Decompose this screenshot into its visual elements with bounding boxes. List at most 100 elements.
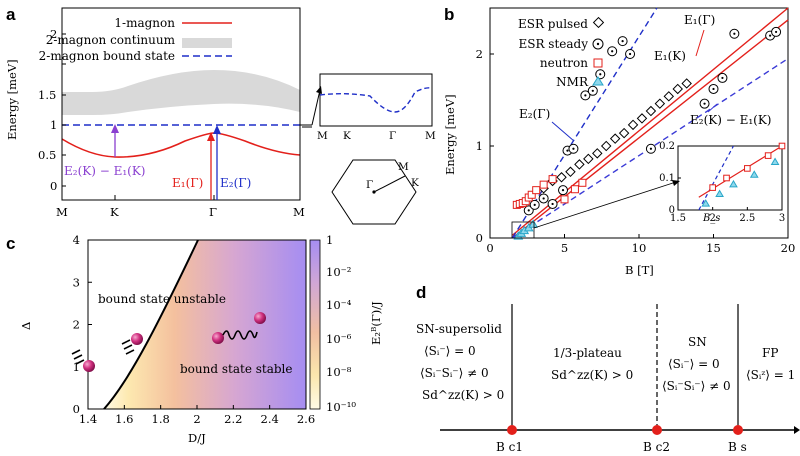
esr-steady-dot [561, 189, 565, 192]
inset-nmr-point [729, 179, 738, 188]
inset-nmr-point [770, 157, 780, 165]
legend-esr-pulsed: ESR pulsed [518, 17, 588, 31]
inset-xtick-gamma: Γ [389, 130, 396, 142]
esr-pulsed-point [654, 98, 666, 109]
esr-steady-dot [721, 76, 724, 80]
ann-e2-gamma: E₂(Γ) [220, 176, 251, 190]
panel-d-label: d [416, 283, 426, 302]
esr-pulsed-point [663, 91, 675, 102]
panel-b-label: b [444, 5, 454, 24]
esr-steady-dot [527, 209, 530, 212]
inset-ytick-label: 0 [669, 205, 675, 216]
b-fit-line [511, 7, 789, 236]
esr-steady-dot [628, 52, 632, 56]
esr-steady-dot [591, 89, 594, 92]
phase0-line1: ⟨Sᵢ⁻Sᵢ⁻⟩ ≠ 0 [420, 366, 489, 380]
two-magnon-continuum-band [62, 70, 300, 115]
esr-steady-dot [769, 34, 772, 37]
inset-xtick-m1: M [317, 130, 328, 142]
point-bs: B s [728, 440, 747, 454]
label-e1-k: E₁(K) [654, 49, 686, 63]
neutron-point [578, 178, 587, 187]
phase-sn: SN [688, 335, 707, 349]
esr-pulsed-point [618, 127, 630, 139]
panel-d-phase-diagram: B c1 B c2 B s SN-supersolid ⟨Sᵢ⁻⟩ = 0 ⟨S… [416, 304, 800, 454]
inset-neutron-point [778, 142, 786, 150]
text-bound-state-stable: bound state stable [180, 362, 293, 376]
b-xtick-label: 20 [781, 241, 796, 255]
c-ytick-label: 0 [73, 402, 80, 416]
cbar-tick-3: 10⁻⁶ [326, 332, 352, 346]
panel-c-axes: 1.4 1.6 1.8 2 2.2 2.4 2.6 0 1 2 3 4 [73, 233, 315, 426]
legend-esr-steady: ESR steady [518, 37, 588, 51]
inset-xtick-label: 1.5 [670, 213, 686, 224]
inset-neutron-point [764, 152, 772, 159]
ann-e2k-minus-e1k: E₂(K) − E₁(K) [64, 164, 145, 178]
particle-illustrations [71, 312, 266, 372]
esr-pulsed-point [556, 172, 567, 183]
c-xtick-label: 1.8 [152, 412, 170, 426]
inset-xtick-k: K [343, 130, 351, 142]
phase-one-third-plateau: 1/3-plateau [553, 346, 622, 360]
b-ytick-label: 2 [476, 47, 483, 61]
inset-xtick-label: 2.5 [739, 213, 755, 224]
esr-pulsed-point [565, 166, 576, 177]
inset-neutron-point [744, 165, 751, 172]
phase-fp: FP [762, 346, 778, 360]
esr-pulsed-point [681, 78, 692, 89]
c-xtick-label: 2.6 [297, 412, 315, 426]
phase2-line0: ⟨Sᵢ⁻⟩ = 0 [668, 357, 720, 371]
esr-pulsed-point [645, 105, 657, 117]
cbar-tick-5: 10⁻¹⁰ [326, 400, 356, 414]
esr-pulsed-point [583, 153, 594, 165]
neutron-point [560, 195, 569, 204]
phase-sn-supersolid: SN-supersolid [416, 322, 502, 336]
legend-continuum: 2-magnon continuum [46, 33, 176, 47]
cbar-tick-4: 10⁻⁸ [326, 365, 352, 379]
c-xtick-label: 1.4 [79, 412, 97, 426]
esr-steady-dot [712, 87, 715, 91]
b-fit-line [511, 7, 658, 239]
esr-pulsed-point [636, 113, 648, 124]
esr-steady-dot [611, 50, 614, 53]
phase0-line0: ⟨Sᵢ⁻⟩ = 0 [424, 344, 476, 358]
inset-xtick-label: 2 [709, 213, 715, 224]
inset-xtick-label: 3 [779, 213, 785, 224]
c-xtick-label: 2 [193, 412, 200, 426]
a-ylabel: Energy [meV] [5, 59, 19, 140]
panel-b-inset: 1.5 2 2.5 3 0 0.1 0.2 B_s [659, 141, 786, 224]
neutron-point [539, 180, 548, 189]
neutron-point [532, 186, 541, 195]
esr-pulsed-point [592, 148, 603, 159]
phase3-line0: ⟨Sᵢᶻ⟩ = 1 [746, 368, 795, 382]
nmr-point [528, 219, 539, 228]
stability-boundary [103, 239, 199, 410]
esr-pulsed-point [600, 140, 612, 152]
legend-neutron: neutron [540, 56, 588, 70]
phase2-line1: ⟨Sᵢ⁻Sᵢ⁻⟩ ≠ 0 [662, 379, 731, 393]
esr-pulsed-point [574, 159, 585, 170]
point-bc1: B c1 [496, 440, 523, 454]
legend-one-magnon: 1-magnon [114, 16, 175, 30]
inset-neutron-point [723, 174, 730, 182]
a-xtick-m2: M [293, 205, 305, 219]
c-xtick-label: 2.4 [261, 412, 279, 426]
b-ytick-label: 0 [476, 231, 483, 245]
panel-a-label: a [6, 5, 16, 24]
esr-steady-dot [649, 147, 653, 150]
inset-neutron-point [709, 184, 716, 191]
inset-nmr-point [749, 170, 759, 178]
cbar-tick-2: 10⁻⁴ [326, 298, 352, 312]
b-xtick-label: 10 [632, 241, 647, 255]
panel-a-plot: 0 0.5 1 1.5 2 Energy [meV] M K Γ M 1-mag… [5, 7, 322, 219]
c-xlabel: D/J [188, 431, 206, 445]
inset-nmr-point [701, 199, 711, 207]
panel-c-heatmap [87, 239, 307, 410]
c-ytick-label: 4 [73, 233, 80, 247]
legend-bound-state: 2-magnon bound state [39, 49, 175, 63]
a-ytick-0: 0 [50, 179, 57, 193]
c-ytick-label: 3 [73, 275, 80, 289]
point-bc2: B c2 [643, 440, 670, 454]
c-xtick-label: 1.6 [115, 412, 133, 426]
